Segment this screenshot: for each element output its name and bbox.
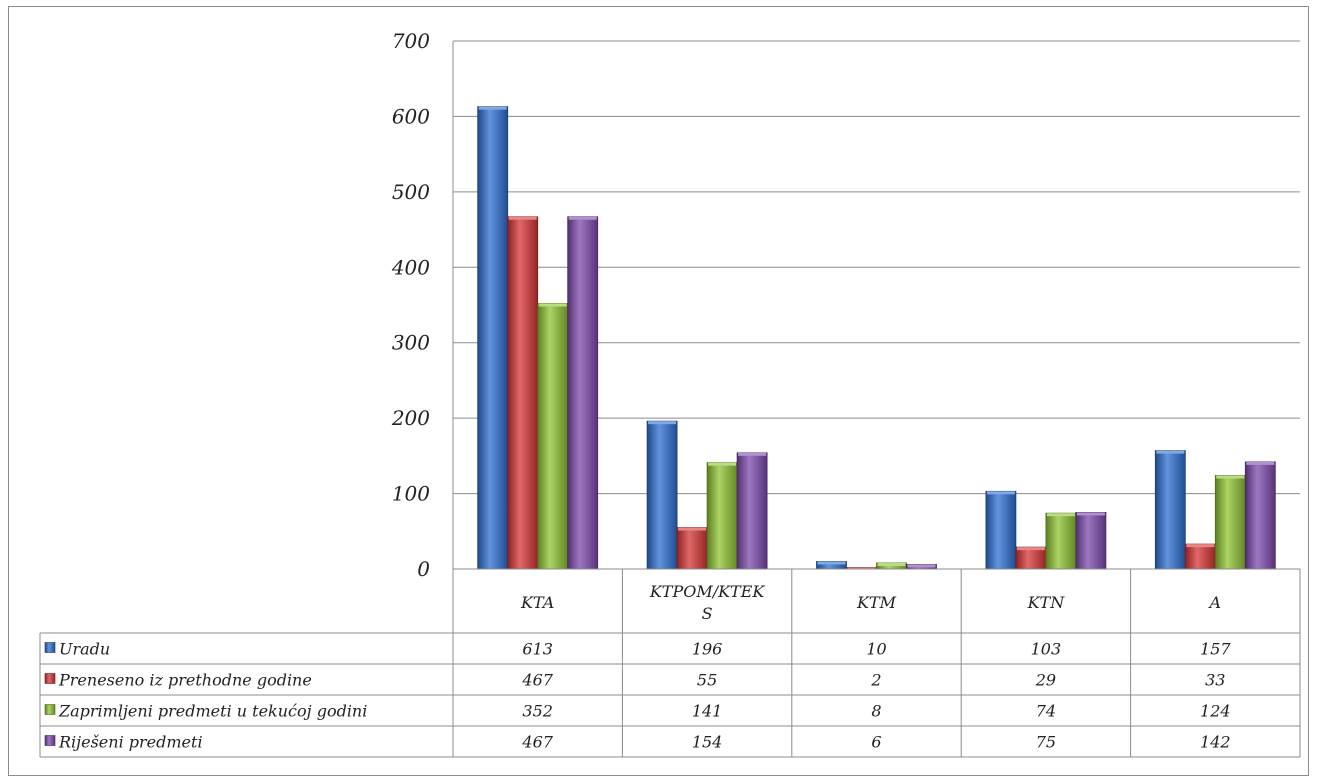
data-label: 154 <box>692 733 723 752</box>
bar <box>1214 475 1246 570</box>
legend-label: Preneseno iz prethodne godine <box>58 671 312 690</box>
bar-cap <box>478 106 507 110</box>
data-label: 467 <box>521 733 553 752</box>
bar-cap <box>907 564 936 568</box>
bar <box>1045 512 1077 570</box>
bar-cap <box>678 527 707 531</box>
legend-swatch <box>44 735 56 746</box>
bar-cap <box>1046 513 1075 517</box>
bar <box>1154 450 1186 570</box>
data-label: 29 <box>1035 671 1056 690</box>
data-label: 157 <box>1200 640 1231 659</box>
bar-cap <box>877 562 906 566</box>
bar <box>985 490 1017 570</box>
y-tick-label: 300 <box>392 331 430 355</box>
x-tick-label: S <box>702 604 713 623</box>
data-label: 74 <box>1036 702 1056 721</box>
bar-cap <box>817 561 846 565</box>
data-label: 55 <box>697 671 717 690</box>
legend-label: Zaprimljeni predmeti u tekućoj godini <box>58 702 367 721</box>
bar-cap <box>568 216 597 220</box>
data-label: 124 <box>1200 702 1231 721</box>
x-tick-label: KTM <box>856 593 897 612</box>
legend-swatch <box>44 704 56 715</box>
bar-cap <box>648 421 677 425</box>
bar <box>1184 543 1216 570</box>
data-label: 196 <box>692 640 723 659</box>
bar <box>507 216 539 570</box>
data-label: 6 <box>871 733 881 752</box>
data-label: 33 <box>1205 671 1225 690</box>
data-label: 141 <box>692 702 723 721</box>
bar-cap <box>1076 512 1105 516</box>
bar-cap <box>1246 461 1275 465</box>
bar <box>706 462 738 570</box>
data-label: 10 <box>866 640 886 659</box>
y-axis: 0 100 200 300 400 500 600 700 <box>391 29 454 581</box>
data-table: KTA KTPOM/KTEK S KTM KTN A Uradu 613 196 10 103 157… <box>39 568 1301 758</box>
data-label: 142 <box>1200 733 1231 752</box>
x-tick-label: KTPOM/KTEK <box>649 582 766 601</box>
bar-cap <box>508 216 537 220</box>
legend-swatch <box>44 642 56 653</box>
bar <box>736 452 768 570</box>
legend-label: Riješeni predmeti <box>58 733 203 752</box>
y-tick-label: 700 <box>392 29 430 53</box>
y-tick-label: 100 <box>392 482 430 506</box>
bar-cap <box>708 462 737 466</box>
y-tick-label: 500 <box>392 180 430 204</box>
bar-cap <box>847 567 876 569</box>
bar <box>646 420 678 570</box>
bar <box>477 106 509 570</box>
y-tick-label: 600 <box>392 104 430 128</box>
bar <box>1244 461 1276 570</box>
bar-cap <box>1156 450 1185 454</box>
bar-cap <box>1216 475 1245 479</box>
bars <box>477 106 1276 570</box>
legend-swatch <box>44 673 56 684</box>
x-tick-label: A <box>1208 593 1222 612</box>
bar-cap <box>538 303 567 307</box>
x-tick-label: KTA <box>520 593 554 612</box>
data-label: 103 <box>1031 640 1062 659</box>
y-tick-label: 0 <box>417 557 430 581</box>
chart-frame <box>8 6 1309 776</box>
legend-label: Uradu <box>59 640 110 659</box>
y-tick-label: 200 <box>391 406 430 430</box>
bar-cap <box>1016 547 1045 551</box>
bar <box>1015 546 1047 570</box>
data-label: 2 <box>870 671 881 690</box>
y-tick-label: 400 <box>391 255 430 279</box>
bar-cap <box>986 491 1015 495</box>
bar-cap <box>1186 544 1215 548</box>
data-label: 467 <box>521 671 553 690</box>
bar-cap <box>738 452 767 456</box>
bar <box>1075 512 1107 570</box>
data-label: 613 <box>522 640 553 659</box>
data-label: 75 <box>1036 733 1056 752</box>
x-tick-label: KTN <box>1027 593 1066 612</box>
bar <box>676 527 708 570</box>
bar <box>567 216 599 570</box>
data-label: 8 <box>871 702 881 721</box>
bar <box>537 303 569 570</box>
data-label: 352 <box>522 702 553 721</box>
